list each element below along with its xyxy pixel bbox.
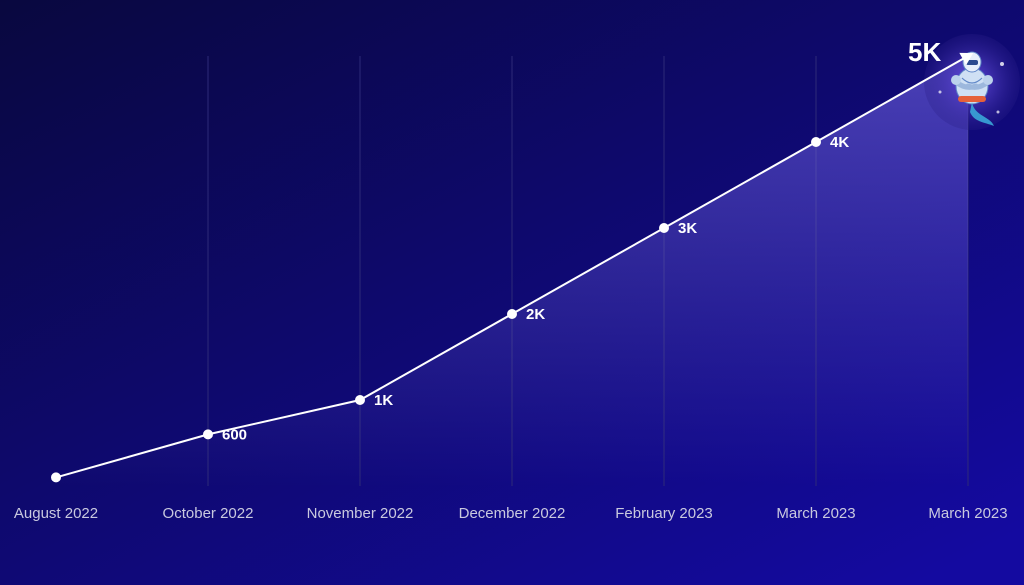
x-axis-label: December 2022	[459, 505, 566, 522]
data-point	[659, 223, 669, 233]
x-axis-label: October 2022	[163, 505, 254, 522]
x-axis-label: February 2023	[615, 505, 713, 522]
x-axis-label: March 2023	[928, 505, 1007, 522]
data-point	[203, 429, 213, 439]
data-point	[811, 137, 821, 147]
chart-svg: 600 1K 2K 3K 4K 5K August 2022 October 2022 Nove…	[0, 0, 1024, 585]
value-label: 1K	[374, 392, 393, 409]
value-label: 2K	[526, 306, 545, 323]
data-point	[51, 472, 61, 482]
value-label-final: 5K	[908, 37, 941, 67]
x-axis-label: March 2023	[776, 505, 855, 522]
x-axis-label: November 2022	[307, 505, 414, 522]
value-label: 3K	[678, 220, 697, 237]
x-axis-label: August 2022	[14, 505, 98, 522]
data-point	[355, 395, 365, 405]
value-label: 600	[222, 426, 247, 443]
value-label: 4K	[830, 134, 849, 151]
growth-chart: 600 1K 2K 3K 4K 5K August 2022 October 2022 Nove…	[0, 0, 1024, 585]
data-point	[507, 309, 517, 319]
